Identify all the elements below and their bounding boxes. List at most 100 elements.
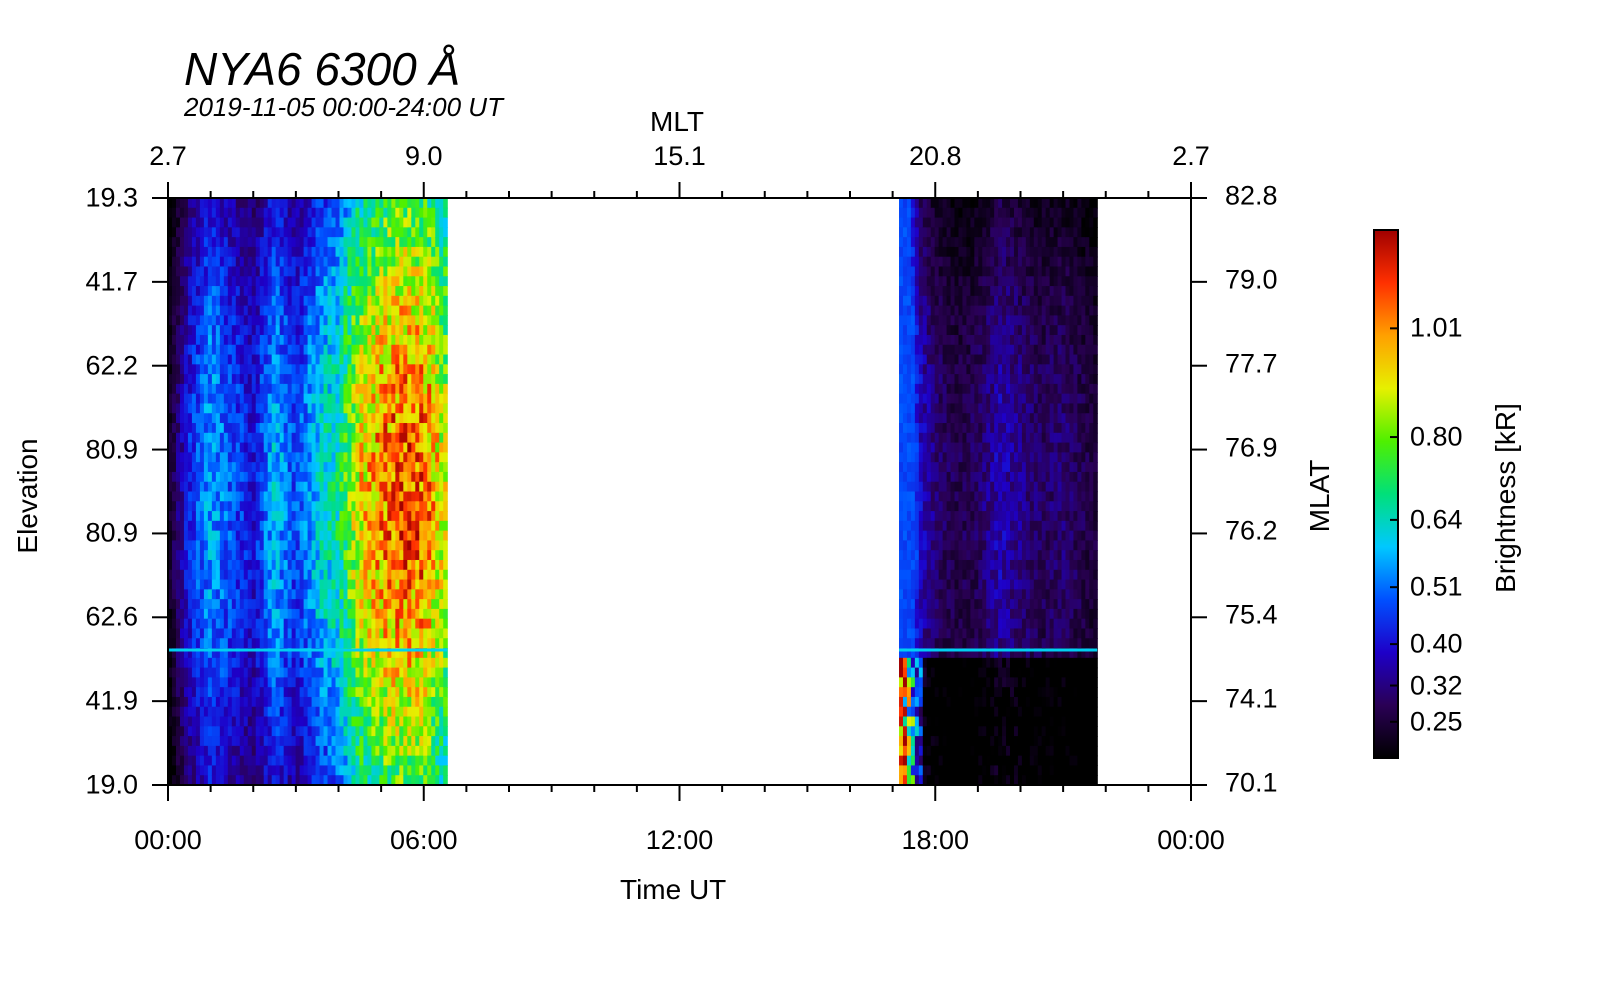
heatmap-cell (918, 638, 924, 649)
heatmap-cell (307, 237, 313, 248)
heatmap-cell (423, 423, 428, 434)
heatmap-cell (899, 550, 904, 561)
heatmap-cell (423, 207, 428, 219)
heatmap-cell (411, 599, 416, 610)
heatmap-cell (899, 648, 904, 659)
heatmap-cell (307, 677, 313, 688)
heatmap-cell (942, 295, 948, 307)
heatmap-cell (323, 442, 329, 453)
heatmap-cell (291, 657, 297, 669)
heatmap-cell (271, 687, 277, 698)
heatmap-cell (299, 481, 305, 493)
heatmap-cell (203, 481, 209, 493)
heatmap-cell (351, 325, 357, 336)
heatmap-cell (407, 589, 412, 600)
heatmap-cell (287, 481, 293, 493)
heatmap-cell (307, 745, 313, 757)
heatmap-cell (319, 237, 325, 248)
heatmap-cell (315, 334, 321, 346)
heatmap-cell (411, 207, 416, 219)
heatmap-cell (175, 491, 181, 502)
heatmap-cell (918, 501, 924, 512)
heatmap-cell (207, 745, 213, 757)
heatmap-cell (168, 237, 173, 248)
heatmap-cell (427, 677, 432, 688)
heatmap-cell (411, 452, 416, 463)
heatmap-cell (211, 423, 217, 434)
heatmap-cell (391, 638, 396, 649)
heatmap-cell (175, 295, 181, 307)
heatmap-cell (215, 198, 221, 209)
heatmap-cell (906, 608, 912, 620)
heatmap-cell (199, 452, 205, 463)
heatmap-cell (315, 687, 321, 698)
heatmap-cell (247, 481, 253, 493)
heatmap-cell (375, 716, 380, 727)
heatmap-cell (271, 736, 277, 747)
heatmap-cell (263, 648, 269, 659)
heatmap-cell (379, 530, 384, 542)
heatmap-cell (367, 687, 373, 698)
heatmap-cell (267, 638, 273, 649)
heatmap-cell (168, 530, 173, 542)
heatmap-cell (427, 217, 432, 228)
heatmap-cell (914, 657, 920, 669)
heatmap-cell (307, 266, 313, 277)
heatmap-cell (255, 765, 261, 776)
heatmap-cell (435, 325, 440, 336)
heatmap-cell (227, 286, 233, 297)
heatmap-cell (215, 530, 221, 542)
heatmap-cell (383, 442, 388, 453)
heatmap-cell (946, 276, 952, 287)
heatmap-cell (171, 638, 177, 649)
heatmap-cell (227, 413, 233, 424)
heatmap-cell (411, 755, 416, 767)
heatmap-cell (379, 648, 384, 659)
heatmap-cell (259, 599, 265, 610)
heatmap-cell (168, 706, 173, 718)
heatmap-cell (431, 726, 436, 737)
heatmap-cell (168, 765, 173, 776)
heatmap-cell (291, 227, 297, 238)
heatmap-cell (183, 618, 189, 630)
heatmap-cell (423, 344, 428, 356)
heatmap-cell (379, 266, 384, 277)
heatmap-cell (191, 227, 197, 238)
heatmap-cell (335, 755, 341, 767)
heatmap-cell (227, 511, 233, 522)
heatmap-cell (315, 608, 321, 620)
heatmap-cell (946, 462, 952, 473)
heatmap-cell (347, 745, 353, 757)
heatmap-cell (315, 354, 321, 365)
heatmap-cell (922, 501, 928, 512)
heatmap-cell (227, 667, 233, 678)
heatmap-cell (283, 638, 289, 649)
heatmap-cell (283, 227, 289, 238)
heatmap-cell (287, 579, 293, 590)
heatmap-cell (299, 374, 305, 385)
heatmap-cell (443, 726, 448, 737)
heatmap-cell (423, 608, 428, 620)
heatmap-cell (343, 618, 349, 630)
heatmap-cell (168, 540, 173, 551)
heatmap-cell (223, 706, 229, 718)
heatmap-cell (926, 569, 932, 581)
heatmap-cell (335, 736, 341, 747)
heatmap-cell (311, 501, 317, 512)
heatmap-cell (899, 423, 904, 434)
heatmap-cell (938, 286, 944, 297)
heatmap-cell (323, 501, 329, 512)
heatmap-cell (427, 696, 432, 708)
heatmap-cell (271, 589, 277, 600)
heatmap-cell (279, 559, 285, 571)
heatmap-cell (267, 530, 273, 542)
heatmap-cell (235, 530, 241, 542)
heatmap-cell (203, 217, 209, 228)
heatmap-cell (439, 511, 444, 522)
heatmap-cell (407, 491, 412, 502)
heatmap-cell (902, 501, 908, 512)
heatmap-cell (435, 550, 440, 561)
heatmap-cell (323, 736, 329, 747)
heatmap-cell (351, 364, 357, 375)
heatmap-cell (403, 246, 408, 258)
